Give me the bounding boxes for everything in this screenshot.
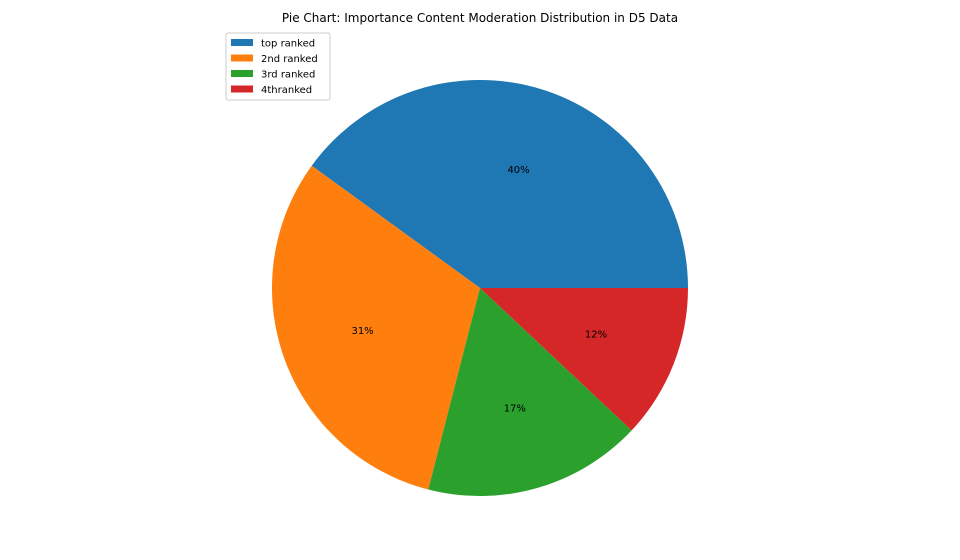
slice-percent-label: 12% <box>585 329 607 340</box>
pie-slice-2nd-ranked <box>271 165 480 490</box>
slice-percent-label: 31% <box>351 326 373 337</box>
legend-label: top ranked <box>261 39 315 50</box>
legend-label: 3rd ranked <box>261 70 315 81</box>
slice-percent-label: 40% <box>507 165 529 176</box>
legend: top ranked 2nd ranked 3rd ranked 4thranked <box>225 32 331 101</box>
pie-slices <box>271 79 688 497</box>
chart-title: Pie Chart: Importance Content Moderation… <box>282 11 678 25</box>
legend-swatch <box>231 85 253 93</box>
slice-percent-label: 17% <box>504 403 526 414</box>
legend-frame <box>225 32 331 101</box>
legend-label: 2nd ranked <box>261 54 318 65</box>
legend-swatch <box>231 39 253 46</box>
legend-swatch <box>231 54 253 62</box>
legend-swatch <box>231 70 253 77</box>
pie-slice-labels: 40% 31% 17% 12% <box>351 165 607 415</box>
legend-label: 4thranked <box>261 85 312 96</box>
pie-slice-top-ranked <box>311 79 688 289</box>
pie-slice-3rd-ranked <box>428 288 632 497</box>
pie-slice-4thranked <box>480 288 688 431</box>
